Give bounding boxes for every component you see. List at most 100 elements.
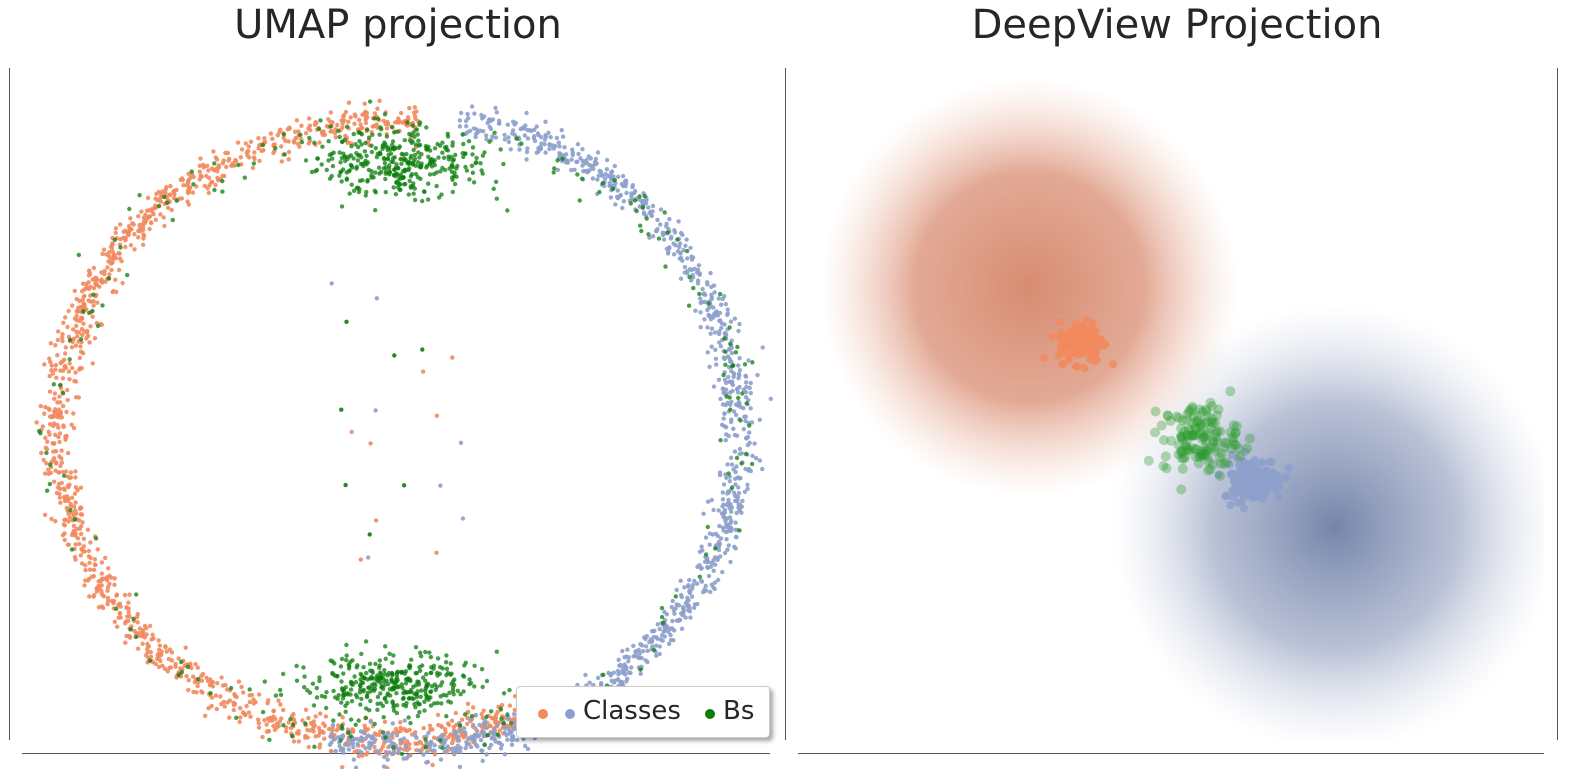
deepview-point-bs (1184, 406, 1195, 417)
umap-point-class-b (721, 528, 726, 533)
umap-point-class-a (57, 431, 63, 436)
umap-point-class-b (368, 719, 373, 725)
umap-point-class-a (75, 334, 80, 339)
umap-point-bs (281, 671, 286, 677)
umap-point-class-b (595, 675, 601, 681)
umap-point-bs (348, 717, 354, 722)
deepview-point-class-b (1280, 474, 1289, 483)
umap-point-bs (128, 627, 133, 632)
umap-point-class-b (609, 170, 614, 175)
umap-point-bs (428, 670, 433, 676)
umap-point-bs (470, 152, 475, 157)
umap-point-bs (314, 695, 320, 700)
umap-point-class-a (83, 578, 88, 583)
umap-point-class-a (105, 584, 111, 590)
deepview-point-class-b (1243, 491, 1252, 500)
umap-point-class-a (95, 547, 101, 552)
umap-point-class-a (375, 106, 380, 111)
umap-point-class-a (208, 682, 213, 688)
umap-point-class-b (576, 151, 581, 157)
deepview-point-bs (1182, 409, 1193, 420)
umap-point-class-b (350, 741, 356, 746)
deepview-point-bs (1215, 426, 1226, 437)
umap-point-class-b (681, 248, 686, 253)
deepview-point-bs (1208, 418, 1218, 429)
umap-point-class-b (465, 111, 470, 117)
umap-point-bs (355, 144, 361, 150)
umap-point-class-a (181, 183, 186, 188)
deepview-point-bs (1176, 448, 1187, 458)
deepview-point-bs (1203, 465, 1214, 476)
umap-point-interior (401, 483, 407, 488)
umap-point-class-b (729, 505, 735, 510)
umap-point-class-a (479, 712, 484, 717)
deepview-point-bs (1188, 430, 1198, 441)
deepview-point-bs (1143, 455, 1154, 466)
umap-point-class-b (646, 205, 651, 210)
umap-point-class-a (264, 722, 269, 727)
umap-point-class-a (197, 177, 202, 182)
umap-point-bs (112, 237, 118, 243)
umap-point-bs (426, 181, 431, 186)
umap-point-class-a (123, 235, 128, 241)
umap-point-bs (317, 678, 322, 684)
umap-point-class-b (725, 547, 730, 552)
umap-point-bs (411, 684, 416, 689)
umap-point-bs (326, 139, 331, 144)
umap-point-bs (234, 715, 239, 720)
umap-point-class-a (199, 673, 204, 679)
deepview-point-bs (1195, 451, 1206, 462)
umap-point-class-a (66, 484, 71, 490)
umap-point-class-a (278, 702, 283, 707)
umap-point-class-b (676, 603, 682, 608)
umap-point-class-a (461, 735, 466, 740)
umap-point-class-a (84, 286, 89, 291)
umap-point-bs (444, 147, 449, 152)
umap-point-bs (411, 696, 416, 702)
umap-point-class-a (206, 190, 211, 196)
umap-point-class-b (704, 556, 710, 562)
umap-point-class-b (672, 628, 677, 633)
umap-point-class-a (398, 725, 403, 730)
umap-point-bs (382, 157, 387, 162)
umap-point-class-a (421, 726, 426, 731)
umap-point-class-a (186, 171, 191, 176)
umap-point-class-a (184, 673, 189, 679)
umap-point-class-b (709, 326, 715, 331)
umap-point-class-a (67, 377, 72, 382)
umap-point-class-a (172, 188, 177, 193)
deepview-point-class-b (1241, 447, 1250, 456)
umap-point-class-b (737, 321, 742, 327)
umap-point-class-b (739, 451, 744, 456)
umap-point-class-a (41, 457, 46, 463)
umap-point-class-b (692, 605, 697, 610)
umap-point-class-a (481, 708, 486, 713)
umap-point-class-a (132, 247, 137, 252)
umap-point-class-b (668, 637, 674, 643)
umap-point-bs (367, 99, 373, 104)
umap-point-class-a (260, 734, 265, 740)
umap-point-class-a (73, 469, 78, 474)
umap-point-class-a (65, 324, 70, 330)
deepview-point-bs (1177, 463, 1188, 474)
umap-point-class-a (318, 730, 323, 735)
umap-point-class-a (64, 433, 69, 439)
umap-point-bs (505, 712, 510, 717)
umap-point-class-b (733, 412, 739, 418)
umap-point-bs (428, 148, 433, 153)
umap-point-class-a (118, 222, 123, 227)
umap-point-class-a (404, 748, 410, 753)
umap-point-class-a (123, 621, 128, 626)
umap-point-interior (420, 347, 425, 352)
umap-point-bs (383, 171, 388, 176)
umap-point-class-a (71, 528, 77, 533)
umap-point-class-a (507, 703, 513, 708)
umap-point-class-b (572, 167, 577, 172)
umap-point-bs (422, 699, 427, 704)
umap-point-class-b (686, 584, 691, 589)
umap-point-class-a (158, 658, 163, 664)
deepview-point-class-a (1090, 350, 1099, 359)
umap-point-class-a (160, 663, 165, 668)
umap-point-class-b (713, 356, 719, 361)
umap-point-class-a (328, 749, 334, 754)
